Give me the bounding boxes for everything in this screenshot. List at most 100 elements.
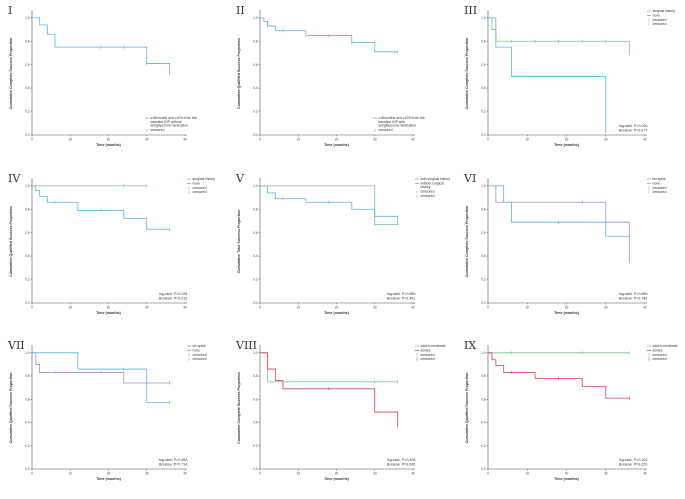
x-tick-label: 30 [604,306,608,310]
stat-text: log-rank: P=0.563 [159,458,187,462]
legend-entry: none [653,181,661,185]
y-tick-label: 1.0 [253,16,258,20]
y-tick-label: 0.8 [253,374,258,378]
y-tick-label: 0.0 [25,301,30,305]
legend-entry: none [653,13,661,17]
x-tick-label: 10 [525,472,529,476]
panel-label: VII [7,339,25,352]
y-tick-label: 0.6 [253,397,258,401]
y-tick-label: 0.2 [481,444,486,448]
y-tick-label: 0.6 [25,231,30,235]
legend-entry: censored [421,194,435,198]
y-axis-label: Cumulative Qualified Success Proportion [465,373,469,444]
legend-entry: ≥18months and ≥20% from the baseline IOP … [379,116,425,128]
x-tick-label: 10 [525,138,529,142]
legend-entry: censored [653,186,667,190]
x-tick-label: 30 [373,138,377,142]
survival-curve-2 [260,185,399,224]
survival-curve-2 [260,352,399,427]
legend-entry: with surgical history [421,177,451,181]
stat-text: Breslow: P=0.223 [619,462,647,466]
y-tick-label: 0.6 [25,397,30,401]
legend-entry: censored [193,190,207,194]
y-tick-label: 0.2 [481,278,486,282]
y-tick-label: 0.4 [25,421,30,425]
survival-curve-1 [488,185,630,264]
panel-label: VIII [235,339,257,352]
x-axis-label: Time (months) [96,311,121,315]
y-tick-label: 0.0 [253,133,258,137]
panel-label: V [235,172,245,185]
x-axis-label: Time (months) [324,311,349,315]
x-tick-label: 10 [296,472,300,476]
x-tick-label: 20 [565,306,569,310]
x-axis-label: Time (months) [554,311,579,315]
x-tick-label: 30 [145,138,149,142]
x-tick-label: 10 [296,306,300,310]
survival-curve-2 [488,17,607,133]
x-tick-label: 0 [31,306,33,310]
x-tick-label: 20 [565,472,569,476]
y-axis-label: Cumulative Complete Success Proportion [465,38,469,110]
legend-entry: censored [151,128,165,132]
x-tick-label: 0 [31,472,33,476]
y-axis-label: Cumulative Total Success Proportion [237,210,241,274]
y-tick-label: 0.2 [253,278,258,282]
legend-entry: censored [653,190,667,194]
stat-text: Breslow: P=0.212 [159,296,187,300]
y-tick-label: 0.0 [253,301,258,305]
y-tick-label: 0.8 [25,374,30,378]
y-axis-label: Cumulative Complete Success Proportion [9,38,13,110]
legend-entry: censored [421,353,435,357]
stat-text: log-rank: P=0.869 [619,292,647,296]
legend-entry: none [193,348,201,352]
legend-entry: none [193,181,201,185]
y-tick-label: 0.2 [25,110,30,114]
y-tick-label: 0.6 [25,63,30,67]
y-axis-label: Cumulative Complete Success Proportion [237,372,241,444]
survival-curve-2 [32,185,170,230]
stat-text: log-rank: P=0.202 [619,458,647,462]
x-tick-label: 20 [107,138,111,142]
legend-entry: censored [653,357,667,361]
x-tick-label: 0 [487,306,489,310]
y-tick-label: 0.0 [481,133,486,137]
x-tick-label: 10 [68,472,72,476]
y-tick-label: 1.0 [25,184,30,188]
y-tick-label: 0.4 [253,421,258,425]
y-tick-label: 0.0 [253,467,258,471]
x-tick-label: 10 [68,138,72,142]
x-tick-label: 0 [259,138,261,142]
x-tick-label: 10 [296,138,300,142]
km-panel-IV: IV 0.0 0.2 0.4 0.6 0.8 1.0 0 10 20 30 40 Time (month… [8,172,215,315]
x-tick-label: 20 [107,306,111,310]
stat-text: Breslow: P=0.451 [387,296,415,300]
x-axis-label: Time (months) [554,143,579,147]
y-tick-label: 0.8 [25,207,30,211]
y-tick-label: 0.0 [25,467,30,471]
legend-entry: censored [653,353,667,357]
km-panel-VIII: VIII 0.0 0.2 0.4 0.6 0.8 1.0 0 10 20 30 40 Time (mon… [235,339,446,481]
survival-curve-1 [488,17,630,56]
y-tick-label: 0.8 [253,39,258,43]
y-tick-label: 0.2 [481,110,486,114]
y-tick-label: 0.4 [481,254,486,258]
y-tick-label: 0.6 [481,63,486,67]
stat-text: log-rank: P=0.016 [619,124,647,128]
x-tick-label: 40 [411,138,415,142]
x-axis-label: Time (months) [324,477,349,481]
panel-label: IX [464,339,476,352]
legend-entry: censored [379,128,393,132]
y-axis-label: Cumulative Complete Success Proportion [465,206,469,278]
legend-entry: censored [421,357,435,361]
stat-text: log-rank: P=0.406 [387,458,415,462]
x-tick-label: 40 [183,472,187,476]
x-tick-label: 10 [68,306,72,310]
x-tick-label: 40 [411,472,415,476]
x-tick-label: 40 [411,306,415,310]
y-tick-label: 0.4 [253,254,258,258]
legend-entry: censored [421,190,435,194]
x-tick-label: 0 [487,472,489,476]
legend-entry: iris spike [193,344,206,348]
y-tick-label: 0.4 [481,421,486,425]
